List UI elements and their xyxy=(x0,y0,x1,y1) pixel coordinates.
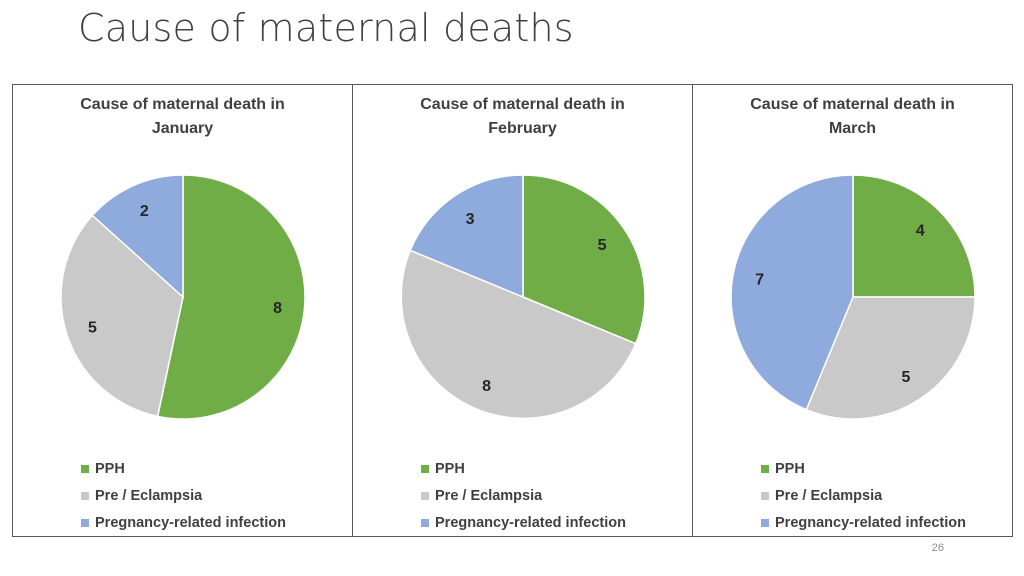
legend-swatch xyxy=(421,491,429,500)
chart-panel-january: Cause of maternal death in January 8 5 2 P… xyxy=(12,84,353,537)
data-label-pregnancy-related-infection: 7 xyxy=(755,271,764,288)
legend-swatch xyxy=(761,518,769,527)
legend-item-pregnancy-related-infection: Pregnancy-related infection xyxy=(81,509,286,536)
data-label-pre-eclampsia: 5 xyxy=(88,319,97,336)
legend-swatch xyxy=(81,518,89,527)
legend-item-pph: PPH xyxy=(421,455,626,482)
chart-title: Cause of maternal death in February xyxy=(420,96,625,137)
pie-slice-pre-eclampsia xyxy=(805,296,976,420)
pie-slice-pregnancy-related-infection xyxy=(409,174,524,299)
legend-item-pregnancy-related-infection: Pregnancy-related infection xyxy=(421,509,626,536)
data-label-pre-eclampsia: 5 xyxy=(901,369,910,386)
data-label-pph: 5 xyxy=(598,237,607,254)
legend-label: PPH xyxy=(95,460,125,477)
legend-swatch xyxy=(421,518,429,527)
pie-slice-pph xyxy=(522,174,646,345)
legend-item-pre-eclampsia: Pre / Eclampsia xyxy=(421,482,626,509)
legend-label: Pre / Eclampsia xyxy=(95,487,203,504)
pie-slice-pregnancy-related-infection xyxy=(730,174,854,411)
legend-label: PPH xyxy=(435,460,465,477)
pie-slice-pph xyxy=(852,174,976,298)
pie-chart-february: 5 8 3 xyxy=(400,174,646,420)
legend-item-pregnancy-related-infection: Pregnancy-related infection xyxy=(761,509,966,536)
legend-item-pre-eclampsia: Pre / Eclampsia xyxy=(81,482,286,509)
legend-item-pph: PPH xyxy=(81,455,286,482)
slide-title: Cause of maternal deaths xyxy=(78,6,574,50)
data-label-pregnancy-related-infection: 3 xyxy=(466,211,475,228)
data-label-pph: 4 xyxy=(916,223,925,240)
chart-panel-march: Cause of maternal death in March 4 5 7 PPH… xyxy=(692,84,1013,537)
pie-chart-march: 4 5 7 xyxy=(730,174,976,420)
data-label-pre-eclampsia: 8 xyxy=(482,378,491,395)
legend-swatch xyxy=(81,464,89,473)
chart-title: Cause of maternal death in January xyxy=(80,96,285,137)
legend-swatch xyxy=(81,491,89,500)
legend-swatch xyxy=(761,464,769,473)
data-label-pph: 8 xyxy=(273,300,282,317)
pie-chart-january: 8 5 2 xyxy=(60,174,306,420)
legend: PPH Pre / Eclampsia Pregnancy-related infe… xyxy=(421,455,626,536)
legend-label: Pre / Eclampsia xyxy=(775,487,883,504)
chart-title: Cause of maternal death in March xyxy=(750,96,955,137)
pie-slice-pre-eclampsia xyxy=(60,214,184,418)
pie-slice-pregnancy-related-infection xyxy=(91,174,184,299)
legend-item-pph: PPH xyxy=(761,455,966,482)
data-label-pregnancy-related-infection: 2 xyxy=(140,203,149,220)
legend-label: Pre / Eclampsia xyxy=(435,487,543,504)
legend-swatch xyxy=(761,491,769,500)
page-number: 26 xyxy=(931,542,944,554)
legend-label: Pregnancy-related infection xyxy=(435,514,626,531)
legend: PPH Pre / Eclampsia Pregnancy-related infe… xyxy=(81,455,286,536)
legend-label: PPH xyxy=(775,460,805,477)
legend-swatch xyxy=(421,464,429,473)
legend-label: Pregnancy-related infection xyxy=(95,514,286,531)
charts-row: Cause of maternal death in January 8 5 2 P… xyxy=(12,84,1013,537)
legend-label: Pregnancy-related infection xyxy=(775,514,966,531)
legend: PPH Pre / Eclampsia Pregnancy-related infe… xyxy=(761,455,966,536)
pie-slice-pph xyxy=(156,174,306,420)
legend-item-pre-eclampsia: Pre / Eclampsia xyxy=(761,482,966,509)
pie-slice-pre-eclampsia xyxy=(400,249,637,420)
